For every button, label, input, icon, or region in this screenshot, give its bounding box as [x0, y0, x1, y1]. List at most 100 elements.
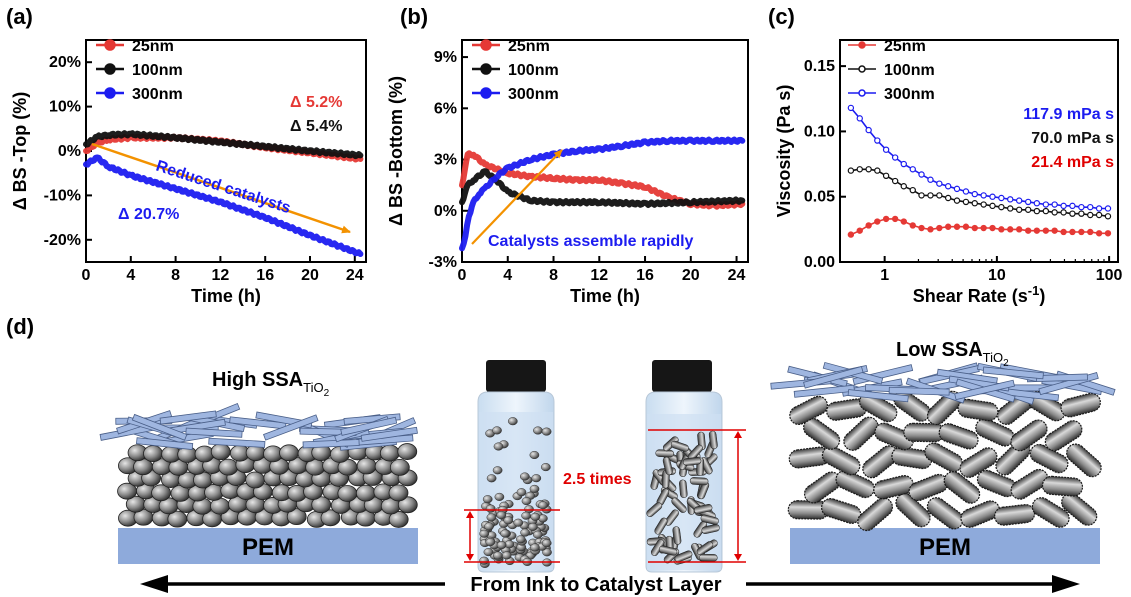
x-axis-label: Time (h) [570, 286, 640, 306]
x-tick-label: 16 [636, 267, 654, 284]
data-point-100nm [891, 177, 899, 185]
bottom-arrow-label: From Ink to Catalyst Layer [470, 574, 721, 596]
data-point-300nm [1087, 203, 1094, 211]
vial-sphere [500, 529, 510, 538]
y-tick-label: -3% [429, 254, 457, 271]
catalyst-rod [1044, 420, 1083, 452]
data-point-300nm [882, 146, 890, 153]
vial-right-arrow-head-top [734, 431, 742, 438]
data-point-25nm [1104, 230, 1112, 237]
x-tick-label: 24 [728, 267, 746, 284]
tio2-sheet [982, 366, 1044, 380]
catalyst-rod [1041, 475, 1084, 497]
data-point-300nm [989, 193, 996, 200]
data-point-100nm [927, 192, 934, 199]
vial-rod [701, 524, 720, 534]
data-point-25nm [1087, 228, 1094, 236]
catalyst-sphere [286, 508, 307, 526]
vial-sphere [486, 513, 497, 522]
x-tick-label: 10 [988, 267, 1006, 284]
data-point-300nm [900, 160, 907, 168]
vial-sphere [538, 501, 548, 510]
data-point-25nm [989, 224, 996, 232]
vial-left-arrow-head-top [466, 511, 474, 518]
vial-sphere [479, 556, 489, 565]
x-tick-label: 12 [590, 267, 608, 284]
vial-rod [670, 440, 689, 452]
tio2-sheet [793, 384, 855, 398]
bottom-arrow-left-head [140, 575, 168, 593]
vial-sphere [530, 512, 541, 521]
legend-marker-300nm [104, 87, 116, 99]
vial-rod [700, 514, 719, 525]
tio2-sheet [340, 416, 398, 436]
vial-sphere [493, 551, 503, 560]
x-tick-label: 8 [549, 267, 558, 284]
catalyst-sphere [218, 458, 239, 476]
catalyst-sphere [320, 509, 341, 527]
data-point-25nm [847, 231, 855, 238]
data-point-100nm [874, 167, 881, 174]
chart-c: 1 10 100 0.00 0.05 0.10 0.15 Shear Rate (s-1) Vi… [774, 38, 1123, 306]
y-axis-label: Δ BS -Top (%) [10, 92, 30, 211]
catalyst-rod [1066, 443, 1102, 478]
x-tick-label: 100 [1096, 267, 1123, 284]
data-point-300nm [1069, 202, 1076, 210]
data-point-25nm [971, 224, 978, 232]
catalyst-sphere [194, 445, 215, 463]
vial-sphere [515, 535, 526, 544]
vial-sphere [541, 427, 552, 436]
x-axis-label: Time (h) [191, 286, 261, 306]
data-point-25nm [1024, 227, 1032, 234]
vial-sphere [532, 530, 543, 539]
tio2-sheet [803, 365, 864, 389]
vial-sphere [501, 551, 512, 560]
data-point-100nm [1042, 207, 1050, 215]
catalyst-rod [789, 395, 828, 426]
tio2-sheet [847, 389, 909, 403]
data-point-300nm [936, 180, 943, 187]
annotation-assemble: Catalysts assemble rapidly [488, 233, 694, 250]
data-point-300nm [1042, 201, 1050, 208]
legend-label-25nm: 25nm [884, 38, 926, 55]
catalyst-rod [960, 500, 1000, 528]
vial-sphere [520, 528, 530, 537]
data-point-100nm [944, 194, 952, 202]
high-ssa-label: High SSATiO2 [212, 369, 330, 399]
data-point-25nm [980, 224, 987, 232]
data-point-300nm [847, 104, 855, 112]
vial-rod [696, 541, 714, 556]
chart-a: 0 4 8 12 16 20 24 -20% -10% 0% 10% 20% Time (h) Δ BS … [10, 38, 367, 306]
panel-label-b: (b) [400, 4, 428, 29]
legend-label-25nm: 25nm [132, 38, 174, 55]
data-point-100nm [918, 192, 925, 199]
data-point-25nm [1015, 226, 1023, 233]
vial-sphere [479, 529, 490, 538]
catalyst-rod [938, 423, 979, 450]
vial-sphere [519, 472, 530, 481]
vial-sphere [492, 426, 502, 435]
legend-label-100nm: 100nm [132, 62, 183, 79]
catalyst-rod [873, 475, 914, 500]
vial-sphere [492, 466, 503, 475]
data-point-300nm [944, 183, 952, 190]
pem-right [790, 528, 1100, 564]
tio2-sheet [954, 379, 1015, 401]
y-tick-label: 0.15 [804, 58, 835, 75]
catalyst-sphere [245, 471, 266, 489]
y-tick-label: 3% [434, 152, 457, 169]
catalyst-sphere [397, 496, 418, 514]
chart-b: 0 4 8 12 16 20 24 -3% 0% 3% 6% 9% Time (h) Δ BS -Bott… [386, 38, 749, 306]
catalyst-rod [1010, 419, 1048, 452]
annotation-delta-100: Δ 5.4% [290, 118, 342, 135]
vial-rod [658, 545, 678, 556]
legend-label-100nm: 100nm [884, 62, 935, 79]
vial-sphere [521, 511, 531, 520]
data-point-100nm [962, 198, 970, 206]
annotation-viscosity-100: 70.0 mPa s [1031, 130, 1114, 147]
data-point-25nm [998, 226, 1005, 233]
catalyst-sphere [143, 445, 163, 463]
data-point-300nm [1007, 196, 1014, 203]
legend-marker-100nm [858, 65, 866, 73]
